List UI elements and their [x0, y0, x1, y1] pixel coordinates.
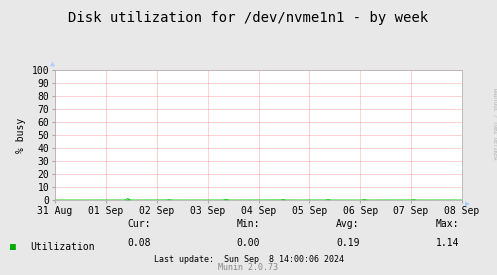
Text: Last update:  Sun Sep  8 14:00:06 2024: Last update: Sun Sep 8 14:00:06 2024	[154, 255, 343, 264]
Text: Munin 2.0.73: Munin 2.0.73	[219, 263, 278, 272]
Text: Avg:: Avg:	[336, 219, 360, 229]
Text: 0.08: 0.08	[127, 238, 151, 248]
Text: Utilization: Utilization	[30, 243, 94, 252]
Text: ■: ■	[10, 243, 16, 252]
Text: Cur:: Cur:	[127, 219, 151, 229]
Y-axis label: % busy: % busy	[16, 117, 26, 153]
Text: Max:: Max:	[435, 219, 459, 229]
Text: ▲: ▲	[50, 58, 55, 67]
Text: 1.14: 1.14	[435, 238, 459, 248]
Text: 0.00: 0.00	[237, 238, 260, 248]
Text: Min:: Min:	[237, 219, 260, 229]
Text: ▶: ▶	[465, 198, 470, 207]
Text: RRDTOOL / TOBI OETIKER: RRDTOOL / TOBI OETIKER	[492, 88, 497, 160]
Text: Disk utilization for /dev/nvme1n1 - by week: Disk utilization for /dev/nvme1n1 - by w…	[69, 11, 428, 25]
Text: 0.19: 0.19	[336, 238, 360, 248]
